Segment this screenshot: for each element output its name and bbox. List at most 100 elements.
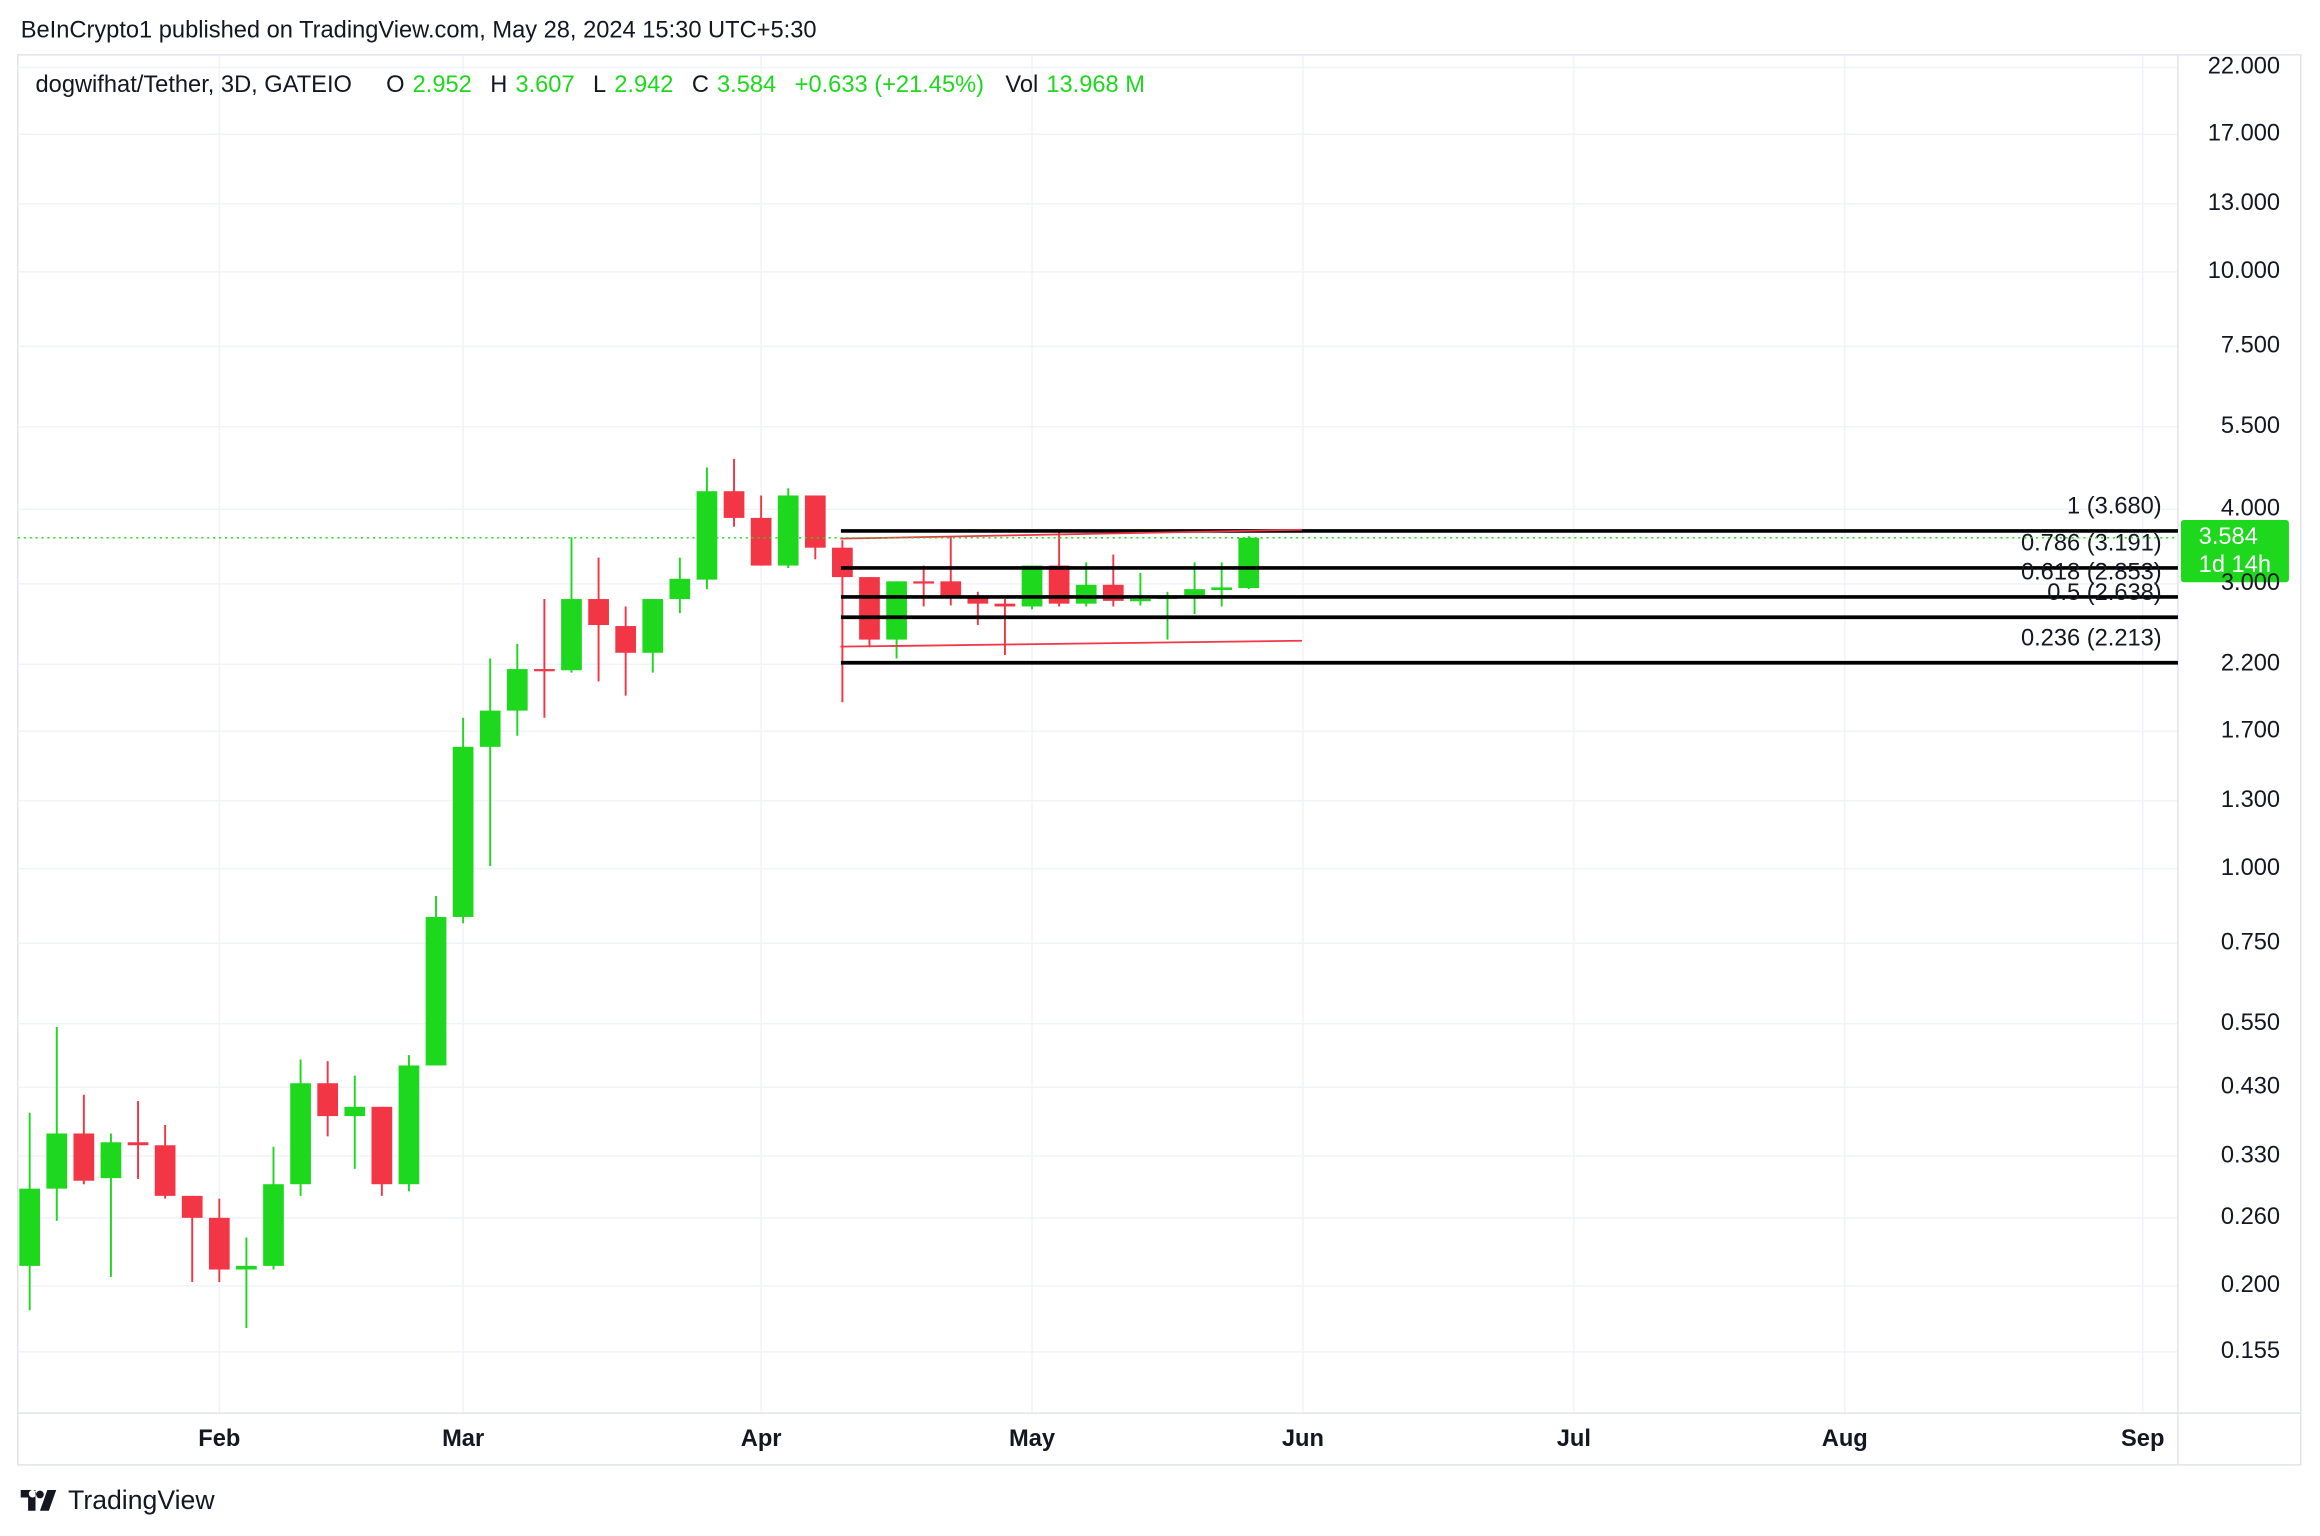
candle-body xyxy=(1021,565,1043,607)
y-tick-label: 1.700 xyxy=(2221,717,2280,743)
y-tick-label: 4.000 xyxy=(2221,496,2280,522)
x-tick-label: May xyxy=(1009,1426,1056,1452)
legend-vol: Vol xyxy=(1005,72,1038,98)
legend: dogwifhat/Tether, 3D, GATEIO O 2.952 H 3… xyxy=(36,72,1145,98)
candle-body xyxy=(940,581,962,597)
candle-body xyxy=(1048,565,1070,604)
publisher-note: BeInCrypto1 published on TradingView.com… xyxy=(21,17,817,43)
candle-body xyxy=(452,746,474,917)
grid xyxy=(17,54,2178,1414)
candle-body xyxy=(804,495,826,548)
y-tick-label: 0.260 xyxy=(2221,1204,2280,1230)
candle-body xyxy=(73,1133,95,1181)
brand-name: TradingView xyxy=(68,1485,215,1515)
y-tick-label: 2.200 xyxy=(2221,651,2280,677)
y-tick-label: 13.000 xyxy=(2208,190,2280,216)
fib-retracement: 1 (3.680) 0.786 (3.191) 0.618 (2.853)0.5 (… xyxy=(840,494,2178,665)
candle-body xyxy=(208,1217,230,1270)
candle-body xyxy=(859,577,880,640)
candle-body xyxy=(479,710,501,747)
x-tick-label: Aug xyxy=(1822,1426,1868,1452)
candle-body xyxy=(181,1195,203,1218)
brand-logo xyxy=(20,1490,57,1511)
y-tick-label: 0.155 xyxy=(2221,1338,2280,1364)
candle-body xyxy=(344,1106,366,1117)
candle-body xyxy=(154,1145,176,1196)
candle-body xyxy=(1130,599,1151,602)
candle-body xyxy=(994,603,1016,607)
candle-body xyxy=(506,669,528,711)
x-tick-label: Mar xyxy=(442,1426,484,1452)
y-tick-label: 10.000 xyxy=(2208,258,2280,284)
candle-body xyxy=(534,669,555,672)
y-tick-label: 0.750 xyxy=(2221,929,2280,955)
legend-low: 2.942 xyxy=(614,72,673,98)
candle-body xyxy=(263,1184,284,1266)
x-tick-label: Jun xyxy=(1282,1426,1324,1452)
last-price-label: 3.584 xyxy=(2199,524,2258,550)
legend-c: C xyxy=(692,72,709,98)
y-tick-label: 17.000 xyxy=(2208,121,2280,147)
y-tick-label: 3.000 xyxy=(2221,570,2280,596)
x-tick-label: Sep xyxy=(2121,1426,2164,1452)
candle-body xyxy=(1238,537,1260,589)
candle-body xyxy=(723,491,745,518)
countdown-label: 1d 14h xyxy=(2199,552,2271,578)
y-tick-label: 0.200 xyxy=(2221,1272,2280,1298)
y-tick-label: 0.550 xyxy=(2221,1010,2280,1036)
fib-label: 0.618 (2.853) xyxy=(2021,560,2162,586)
legend-h: H xyxy=(490,72,507,98)
fib-label: 0.786 (3.191) xyxy=(2021,530,2162,556)
candle-body xyxy=(588,599,609,626)
candle-body xyxy=(236,1265,257,1270)
legend-volume: 13.968 M xyxy=(1046,72,1145,98)
legend-open: 2.952 xyxy=(413,72,472,98)
candles xyxy=(19,458,1260,1328)
candle-body xyxy=(425,916,447,1066)
candle-body xyxy=(317,1083,339,1117)
legend-high: 3.607 xyxy=(515,72,574,98)
candle-body xyxy=(913,581,935,584)
candle-body xyxy=(642,599,664,653)
legend-change: +0.633 (+21.45%) xyxy=(795,72,984,98)
y-tick-label: 22.000 xyxy=(2208,54,2280,80)
candle-body xyxy=(371,1106,393,1185)
legend-o: O xyxy=(386,72,404,98)
candle-body xyxy=(777,495,799,566)
y-tick-label: 0.330 xyxy=(2221,1142,2280,1168)
candle-body xyxy=(398,1065,420,1185)
trendline-lower xyxy=(840,639,1303,648)
candle-body xyxy=(750,517,772,566)
y-tick-label: 5.500 xyxy=(2221,413,2280,439)
candle-body xyxy=(100,1142,122,1179)
candle-body xyxy=(696,491,718,580)
x-tick-label: Feb xyxy=(198,1426,240,1452)
legend-title: dogwifhat/Tether, 3D, GATEIO xyxy=(36,72,352,98)
candle-body xyxy=(967,596,989,604)
candle-body xyxy=(127,1142,149,1146)
candle-body xyxy=(669,578,691,600)
chart-frame xyxy=(17,54,2302,1466)
fib-label: 1 (3.680) xyxy=(2067,494,2162,520)
y-tick-label: 1.000 xyxy=(2221,855,2280,881)
last-price-box xyxy=(2180,520,2289,583)
candle-body xyxy=(832,547,853,578)
candle-body xyxy=(19,1188,41,1266)
fib-label: 0.5 (2.638) xyxy=(2047,580,2161,606)
y-tick-label: 7.500 xyxy=(2221,333,2280,359)
candle-body xyxy=(46,1133,68,1189)
x-tick-label: Jul xyxy=(1557,1426,1591,1452)
y-tick-label: 0.430 xyxy=(2221,1074,2280,1100)
candle-body xyxy=(615,626,637,653)
x-tick-label: Apr xyxy=(741,1426,782,1452)
candle-body xyxy=(1075,584,1097,604)
candle-body xyxy=(561,599,582,671)
candle-body xyxy=(1184,589,1205,597)
legend-close: 3.584 xyxy=(717,72,776,98)
candle-body xyxy=(886,581,907,640)
fib-label: 0.236 (2.213) xyxy=(2021,625,2162,651)
candle-body xyxy=(1211,587,1233,591)
candle-body xyxy=(290,1083,311,1185)
